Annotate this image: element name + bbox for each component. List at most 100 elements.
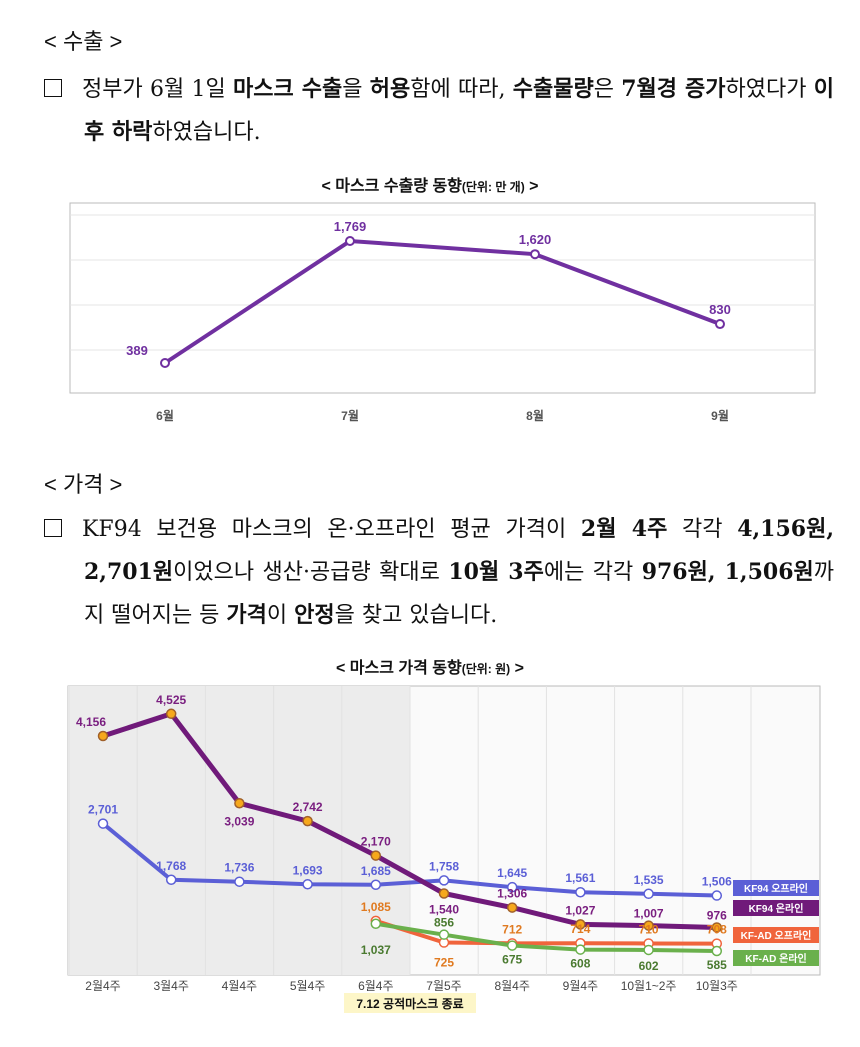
data-point	[438, 875, 450, 886]
data-label: 1,620	[519, 232, 552, 247]
data-label: 1,561	[565, 871, 595, 885]
export-paragraph: 정부가 6월 1일 마스크 수출을 허용함에 따라, 수출물량은 7월경 증가하…	[44, 68, 834, 154]
data-label: 830	[709, 302, 731, 317]
data-point	[643, 888, 654, 900]
data-point	[438, 888, 450, 899]
data-point	[370, 850, 382, 861]
data-label: 1,506	[702, 875, 732, 889]
shaded-period	[68, 686, 410, 975]
legend-swatch	[733, 880, 819, 896]
paragraph-segment: 10월 3주	[448, 559, 544, 585]
data-label: 1,007	[634, 907, 664, 921]
chart2-title-end: >	[510, 660, 524, 677]
data-point	[370, 918, 382, 930]
data-label: 608	[570, 957, 590, 971]
data-label: 725	[434, 956, 454, 970]
data-point	[438, 929, 450, 940]
legend-label: KF-AD 온라인	[745, 952, 806, 965]
x-tick-label: 7월5주	[426, 979, 461, 993]
data-point	[234, 798, 245, 809]
x-tick-label: 2월4주	[85, 979, 120, 993]
data-point	[711, 945, 723, 957]
paragraph-segment: 마스크 수출	[233, 76, 343, 102]
chart1-title: < 마스크 수출량 동향(단위: 만 개) >	[0, 172, 860, 196]
chart1-title-text: < 마스크 수출량 동향	[321, 178, 462, 195]
paragraph-segment: 976원, 1,506원	[641, 559, 814, 585]
data-label: 712	[502, 922, 522, 936]
data-point	[234, 876, 245, 887]
bullet-box	[44, 79, 62, 97]
paragraph-segment: 가격	[226, 602, 267, 628]
series-line	[102, 710, 717, 930]
data-point	[530, 249, 540, 260]
data-label: 389	[126, 343, 148, 358]
data-point	[506, 881, 518, 893]
paragraph-segment: 정부가 6월 1일	[82, 77, 234, 102]
data-label: 1,535	[634, 873, 664, 887]
data-label: 1,645	[497, 866, 527, 880]
data-label: 1,758	[429, 859, 459, 873]
data-point	[165, 708, 177, 720]
data-label: 602	[639, 959, 659, 973]
paragraph-segment: 을	[342, 77, 370, 102]
data-label: 1,769	[334, 219, 367, 234]
data-label: 1,085	[361, 900, 391, 914]
data-label: 708	[707, 923, 727, 937]
data-label: 2,701	[88, 803, 118, 817]
data-label: 1,768	[156, 859, 186, 873]
legend-swatch	[733, 927, 819, 943]
paragraph-segment: 각각	[667, 517, 738, 542]
series-line	[163, 238, 721, 365]
paragraph-segment: 은	[593, 77, 622, 102]
data-label: 3,039	[224, 814, 254, 828]
export-heading: < 수출 >	[44, 29, 123, 54]
x-tick-label: 3월4주	[153, 979, 188, 993]
data-point	[711, 890, 723, 901]
x-tick-label: 7월	[341, 408, 359, 423]
data-label: 714	[570, 922, 590, 936]
data-label: 1,685	[361, 864, 391, 878]
data-label: 1,693	[293, 863, 323, 877]
legend-swatch	[733, 900, 819, 916]
x-tick-label: 6월4주	[358, 979, 393, 993]
data-label: 1,736	[224, 861, 254, 875]
data-point	[165, 874, 177, 886]
series-line	[375, 918, 717, 946]
paragraph-segment: 허용	[369, 76, 411, 102]
bullet-box	[44, 519, 62, 537]
data-point	[97, 818, 109, 829]
x-tick-label: 10월3주	[696, 979, 738, 993]
paragraph-segment: KF94 보건용 마스크의 온·오프라인 평균 가격이	[82, 517, 581, 542]
data-point	[506, 940, 518, 951]
series-line	[101, 822, 717, 898]
paragraph-segment: 함에 따라,	[410, 77, 513, 102]
data-point	[345, 236, 355, 247]
data-label: 1,540	[429, 902, 459, 916]
x-tick-label: 9월	[711, 408, 729, 423]
annotation-box	[344, 993, 476, 1013]
x-tick-label: 8월4주	[494, 979, 529, 993]
chart2-unit: (단위: 원)	[461, 662, 511, 676]
data-label: 4,156	[76, 715, 106, 729]
chart1-title-end: >	[524, 178, 539, 195]
x-tick-label: 5월4주	[290, 979, 325, 993]
data-label: 1,027	[565, 903, 595, 917]
data-point	[643, 920, 654, 931]
paragraph-segment: 4,156원, 2,701원	[84, 516, 834, 585]
paragraph-segment: 이	[266, 603, 295, 628]
data-point	[97, 730, 109, 742]
chart2-title-text: < 마스크 가격 동향	[336, 660, 462, 677]
data-point	[575, 886, 586, 898]
data-label: 585	[707, 958, 727, 972]
data-label: 2,170	[361, 835, 391, 849]
paragraph-segment: 2월 4주	[580, 516, 668, 542]
data-point	[575, 919, 586, 930]
paragraph-segment: 이었으나 생산·공급량 확대로	[173, 560, 449, 585]
paragraph-segment: 하였다가	[725, 77, 814, 102]
data-label: 856	[434, 916, 454, 930]
data-label: 675	[502, 953, 522, 967]
series-line	[375, 921, 717, 953]
legend-label: KF94 온라인	[749, 902, 804, 915]
paragraph-segment: 수출물량	[512, 76, 594, 102]
